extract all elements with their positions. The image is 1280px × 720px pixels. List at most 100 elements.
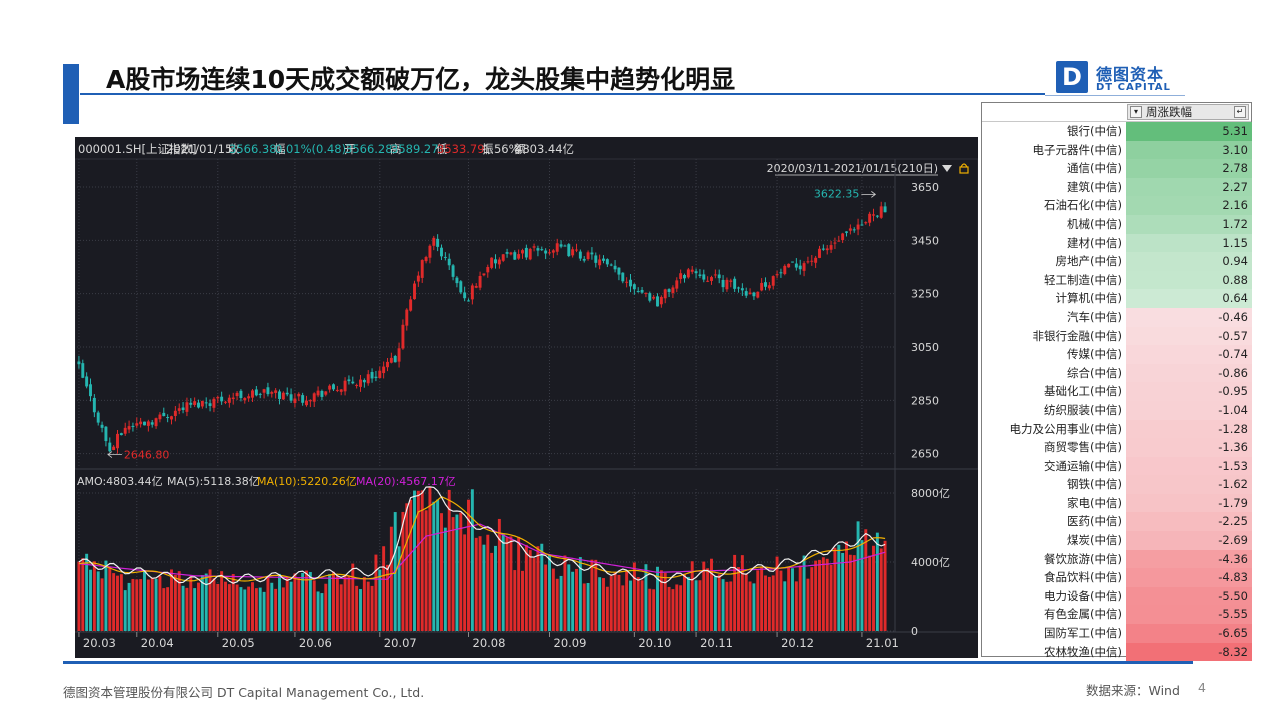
volume-bar: [127, 582, 131, 631]
volume-bar: [100, 578, 104, 631]
candle-body: [247, 396, 251, 399]
volume-bar: [77, 561, 81, 631]
amplitude-label: 振: [482, 142, 494, 156]
open-value: 3566.28: [345, 142, 393, 156]
candle-body: [825, 248, 829, 251]
volume-bar: [879, 548, 883, 631]
volume-bar: [605, 586, 609, 631]
volume-bar: [659, 570, 663, 631]
candle-body: [555, 243, 559, 252]
candle-body: [848, 228, 852, 231]
candle-body: [598, 259, 602, 266]
x-tick-label: 20.03: [83, 636, 116, 650]
volume-bar: [752, 583, 756, 631]
filter-dropdown-icon[interactable]: ▾: [1130, 106, 1142, 118]
candle-body: [690, 269, 694, 272]
volume-bar: [197, 582, 200, 631]
candle-body: [551, 250, 555, 253]
candle-body: [235, 392, 239, 397]
volume-bar: [505, 537, 509, 631]
volume-bar: [239, 587, 243, 631]
volume-bar: [382, 546, 386, 631]
weekly-change-value: 0.64: [1126, 289, 1252, 308]
candle-body: [455, 277, 459, 284]
candle-body: [166, 417, 170, 419]
industry-name: 食品饮料(中信): [1044, 570, 1122, 585]
table-row: 电力及公用事业(中信) -1.28: [982, 419, 1252, 439]
candle-body: [185, 402, 189, 412]
candle-body: [590, 252, 594, 255]
candle-body: [382, 366, 386, 374]
volume-bar: [555, 578, 559, 631]
volume-bar: [764, 575, 767, 631]
candle-body: [92, 397, 96, 413]
candle-body: [636, 290, 640, 292]
candle-body: [717, 274, 721, 279]
candle-body: [602, 258, 605, 261]
volume-bar: [629, 580, 632, 631]
weekly-change-value: -4.36: [1126, 549, 1252, 569]
industry-weekly-change-table: ▾ 周涨跌幅 ↵ 银行(中信) 5.31 电子元器件(中信) 3.10 通信(中信) 2.…: [981, 102, 1252, 662]
volume-bar: [150, 577, 154, 631]
candle-body: [648, 293, 652, 301]
candle-body: [644, 292, 648, 294]
volume-bar: [351, 563, 355, 631]
volume-bar: [328, 574, 332, 631]
table-row: 通信(中信) 2.78: [982, 159, 1252, 178]
volume-bar: [339, 584, 343, 631]
high-annotation-arrow: [861, 191, 877, 198]
amo-label: AMO:4803.44亿: [77, 475, 163, 488]
high-label: 高: [390, 142, 402, 156]
table-row: 石油石化(中信) 2.16: [982, 196, 1252, 215]
candle-body: [470, 285, 474, 300]
candle-body: [123, 427, 127, 434]
volume-bar: [420, 490, 424, 631]
footer-divider: [63, 661, 1193, 664]
volume-bar: [355, 585, 359, 631]
candle-body: [173, 410, 177, 416]
industry-name: 计算机(中信): [1055, 291, 1122, 306]
volume-bar: [374, 554, 378, 631]
candle-body: [158, 414, 162, 420]
candle-body: [528, 248, 532, 260]
table-row: 煤炭(中信) -2.69: [982, 531, 1252, 550]
volume-bar: [254, 588, 258, 631]
candle-body: [837, 240, 841, 242]
candle-body: [737, 287, 740, 289]
volume-bar: [200, 575, 204, 631]
volume-bar: [551, 568, 555, 631]
volume-bar: [509, 536, 513, 631]
x-tick-label: 20.07: [384, 636, 417, 650]
candle-body: [563, 245, 567, 247]
volume-bar: [860, 540, 864, 631]
weekly-change-value: -0.95: [1126, 382, 1252, 401]
volume-bar: [416, 490, 420, 631]
table-header-cell[interactable]: ▾ 周涨跌幅 ↵: [1127, 104, 1249, 120]
price-y-tick-label: 3650: [911, 181, 939, 194]
candle-body: [293, 398, 297, 404]
candle-body: [389, 357, 393, 363]
volume-bar: [575, 568, 578, 631]
table-row: 综合(中信) -0.86: [982, 363, 1252, 383]
table-row: 餐饮旅游(中信) -4.36: [982, 549, 1252, 569]
volume-bar: [717, 574, 721, 631]
candle-body: [752, 292, 756, 297]
volume-bar: [366, 581, 370, 631]
volume-bar: [335, 575, 339, 631]
candle-body: [517, 254, 521, 259]
sort-icon[interactable]: ↵: [1234, 106, 1246, 118]
low-annotation-label: 2646.80: [124, 449, 170, 462]
range-dropdown-icon[interactable]: [942, 165, 952, 172]
candle-body: [297, 393, 301, 397]
volume-bar: [116, 575, 119, 631]
candle-body: [744, 291, 748, 296]
table-row: 基础化工(中信) -0.95: [982, 382, 1252, 401]
candle-body: [401, 324, 405, 349]
candle-body: [872, 214, 875, 216]
candle-body: [197, 402, 200, 408]
change-label: 幅: [274, 142, 286, 156]
candle-body: [629, 279, 632, 287]
volume-bar: [212, 578, 216, 631]
candle-body: [667, 289, 671, 292]
candle-body: [335, 389, 339, 391]
